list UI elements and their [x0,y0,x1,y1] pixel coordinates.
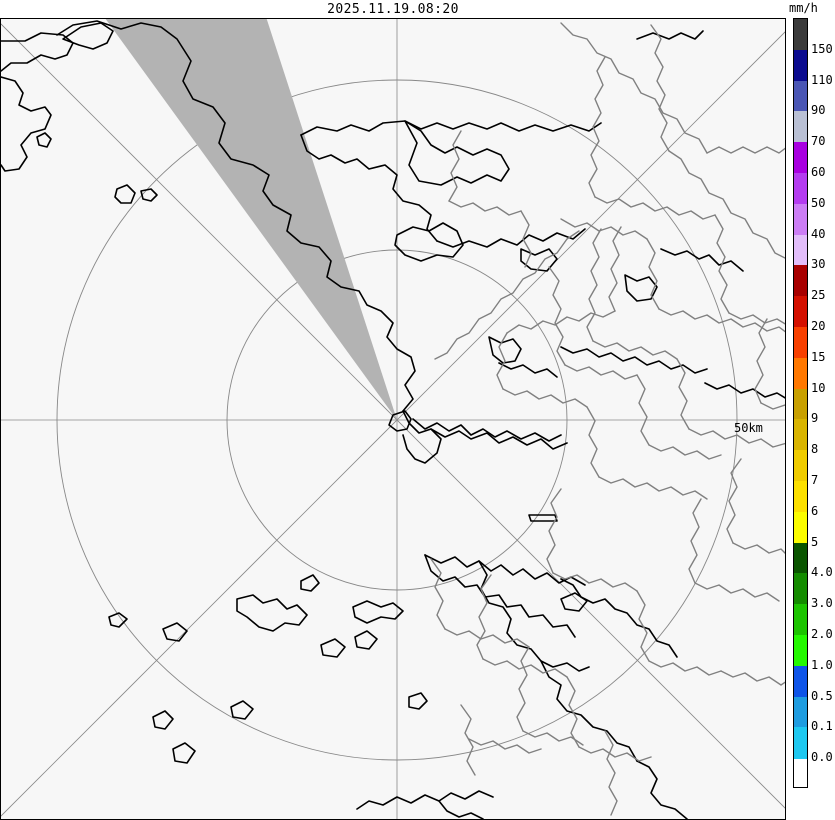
range-ring-label: 50km [734,421,763,435]
colorbar-tick-label: 30 [811,257,826,272]
colorbar-band [794,234,807,266]
colorbar-band [794,696,807,728]
colorbar-band [794,173,807,205]
colorbar-band [794,481,807,513]
colorbar-band [794,542,807,574]
colorbar-tick-label: 4.0 [811,565,833,580]
range-ring [226,249,568,591]
beam-blockage-sector [105,19,397,420]
colorbar-tick-label: 10 [811,380,826,395]
map-background [1,19,785,819]
colorbar-unit-label: mm/h [789,1,818,15]
colorbar-band [794,419,807,451]
range-rings [56,79,738,761]
colorbar-tick-label: 40 [811,226,826,241]
colorbar-band [794,49,807,82]
coastline-layer [1,20,785,819]
colorbar-tick-label: 20 [811,319,826,333]
radar-map-canvas[interactable]: 50km [1,19,786,820]
timestamp-title: 2025.11.19.08:20 [327,1,459,17]
colorbar-band [794,203,807,236]
colorbar-tick-label: 5 [811,534,819,549]
colorbar-band [794,450,807,482]
colorbar-band [794,327,807,359]
admin-boundary-layer [430,22,785,816]
colorbar-band [794,727,807,759]
title-bar: 2025.11.19.08:20 [0,0,786,18]
colorbar-tick-label: 60 [811,165,826,179]
colorbar-tick-label: 8 [811,442,819,457]
colorbar-band [794,111,807,143]
colorbar-band [794,511,807,544]
colorbar-tick-label: 15 [811,349,826,364]
colorbar-panel: mm/h 150 110 90 70 60 50 40 30 25 20 15 10 9 8 7 6 5 4.0 3… [786,0,835,820]
colorbar-tick-label: 6 [811,503,819,518]
colorbar-band [794,635,807,667]
radial-spoke [1,31,785,817]
colorbar-tick-label: 3.0 [811,596,833,611]
colorbar-tick-label: 1.0 [811,657,833,672]
colorbar-tick-label: 90 [811,103,826,118]
colorbar-band [794,80,807,112]
colorbar-tick-label: 9 [811,411,819,426]
colorbar-band [794,573,807,605]
colorbar-band [794,265,807,297]
colorbar-tick-label: 110 [811,72,833,87]
colorbar-band [794,142,807,174]
colorbar-tick-label: 50 [811,195,826,210]
colorbar-tick-label: 0.1 [811,719,833,734]
colorbar-band [794,357,807,390]
colorbar-tick-label: 25 [811,288,826,303]
colorbar-band [794,388,807,420]
colorbar-band [794,604,807,636]
colorbar-tick-label: 70 [811,134,826,149]
colorbar-band [794,665,807,698]
colorbar-band [794,296,807,328]
colorbar-tick-label: 150 [811,41,833,56]
colorbar-strip [793,18,808,788]
colorbar-tick-label: 0.5 [811,688,833,703]
colorbar-tick-label: 2.0 [811,627,833,641]
range-ring [56,79,738,761]
colorbar-band [794,19,807,51]
radar-map-panel[interactable]: 50km [0,18,786,820]
colorbar-tick-label: 7 [811,473,819,487]
colorbar-tick-label: 0.0 [811,750,833,765]
